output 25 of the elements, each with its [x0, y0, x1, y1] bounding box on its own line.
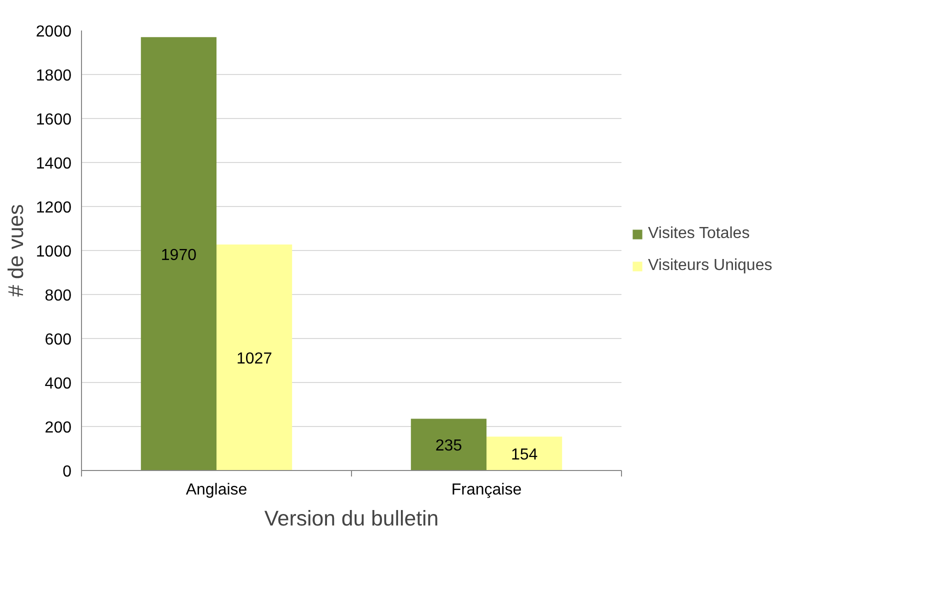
bar	[216, 244, 292, 470]
y-tick-label: 800	[44, 288, 72, 304]
legend-label: Visiteurs Uniques	[648, 257, 772, 275]
bar	[410, 418, 486, 470]
y-tick-label: 600	[44, 332, 72, 348]
y-tick-label: 1000	[36, 244, 72, 260]
y-tick-label: 1400	[36, 156, 72, 172]
y-axis-title: # de vues	[4, 204, 28, 297]
y-tick-label: 1600	[36, 112, 72, 128]
bar	[140, 37, 216, 470]
y-tick-label: 400	[44, 376, 72, 392]
y-tick-label: 1800	[36, 68, 72, 84]
bar	[486, 436, 562, 470]
data-label: 1970	[160, 246, 197, 264]
y-tick-label: 200	[44, 420, 72, 436]
legend-label: Visites Totales	[648, 225, 750, 243]
y-tick-label: 0	[62, 464, 72, 480]
y-tick-label: 1200	[36, 200, 72, 216]
data-label: 1027	[236, 350, 272, 368]
x-axis-title: Version du bulletin	[264, 506, 439, 530]
x-tick-label: Anglaise	[186, 482, 248, 498]
y-tick-label: 2000	[36, 24, 72, 40]
data-label: 235	[435, 438, 462, 455]
data-label: 154	[510, 446, 538, 464]
x-tick-label: Française	[451, 482, 522, 498]
